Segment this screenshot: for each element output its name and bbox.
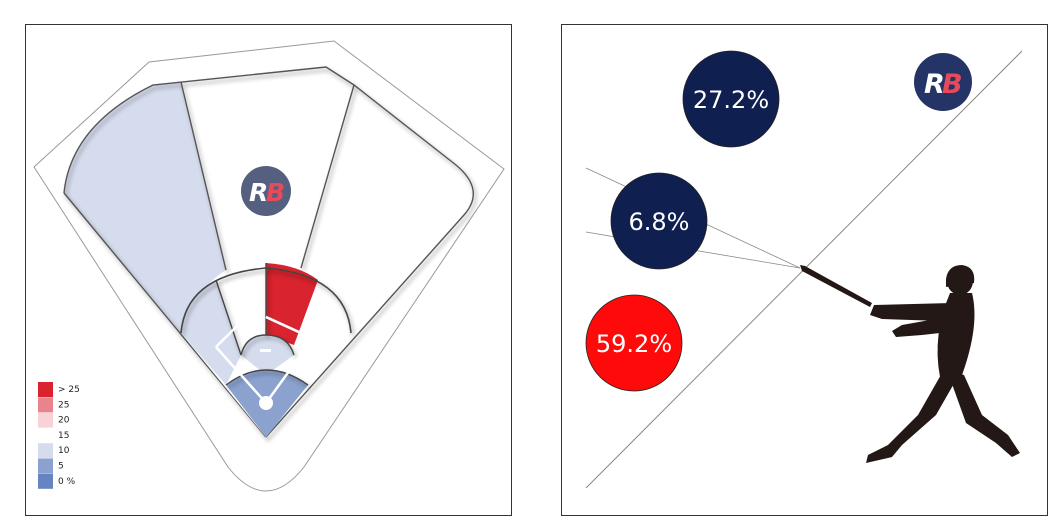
- spray-chart: R B > 25 25 20 15 10 5 0 %: [33, 40, 505, 492]
- zone-infield-center-right: [266, 263, 318, 345]
- svg-text:R: R: [924, 69, 945, 100]
- bubble: [610, 172, 708, 270]
- outfield-borders: [63, 66, 474, 438]
- batter-silhouette: [800, 265, 1020, 463]
- legend-swatch: [38, 382, 53, 397]
- legend-label: 25: [58, 400, 69, 410]
- zone-outfield-left: [64, 82, 226, 333]
- base-paths: [215, 315, 310, 404]
- svg-text:B: B: [942, 69, 963, 100]
- legend: > 25 25 20 15 10 5 0 %: [38, 382, 80, 489]
- legend-label: > 25: [58, 385, 80, 395]
- batted-ball-chart: 27.2% 6.8% 59.2% R B: [585, 50, 1023, 489]
- svg-text:R: R: [249, 178, 268, 207]
- zone-outfield-right: [301, 85, 469, 333]
- bubble-label: 6.8%: [629, 208, 690, 236]
- batted-ball-panel: 27.2% 6.8% 59.2% R B: [561, 24, 1048, 516]
- zone-near-mound: [241, 335, 294, 375]
- spray-chart-panel: R B > 25 25 20 15 10 5 0 %: [25, 24, 512, 516]
- infield-borders: [180, 263, 352, 386]
- rb-logo: R B: [241, 166, 291, 216]
- legend-swatch: [38, 397, 53, 413]
- bubbles: 27.2% 6.8% 59.2%: [585, 50, 780, 392]
- legend-label: 5: [58, 462, 64, 472]
- pitchers-mound: [260, 349, 271, 352]
- legend-swatch: [38, 412, 53, 428]
- legend-swatch: [38, 473, 53, 489]
- bubble: [682, 50, 780, 148]
- bubble-label: 27.2%: [693, 86, 769, 114]
- svg-text:B: B: [266, 178, 285, 207]
- legend-label: 20: [58, 416, 70, 426]
- bubble: [585, 294, 683, 392]
- legend-label: 15: [58, 431, 69, 441]
- legend-swatch: [38, 458, 53, 474]
- rb-logo: R B: [914, 53, 972, 111]
- legend-label: 0 %: [58, 477, 76, 487]
- zone-infield-center-left: [216, 269, 266, 345]
- legend-label: 10: [58, 446, 70, 456]
- bubble-label: 59.2%: [596, 330, 672, 358]
- legend-swatch: [38, 427, 53, 443]
- home-plate: [259, 396, 273, 410]
- legend-swatch: [38, 443, 53, 459]
